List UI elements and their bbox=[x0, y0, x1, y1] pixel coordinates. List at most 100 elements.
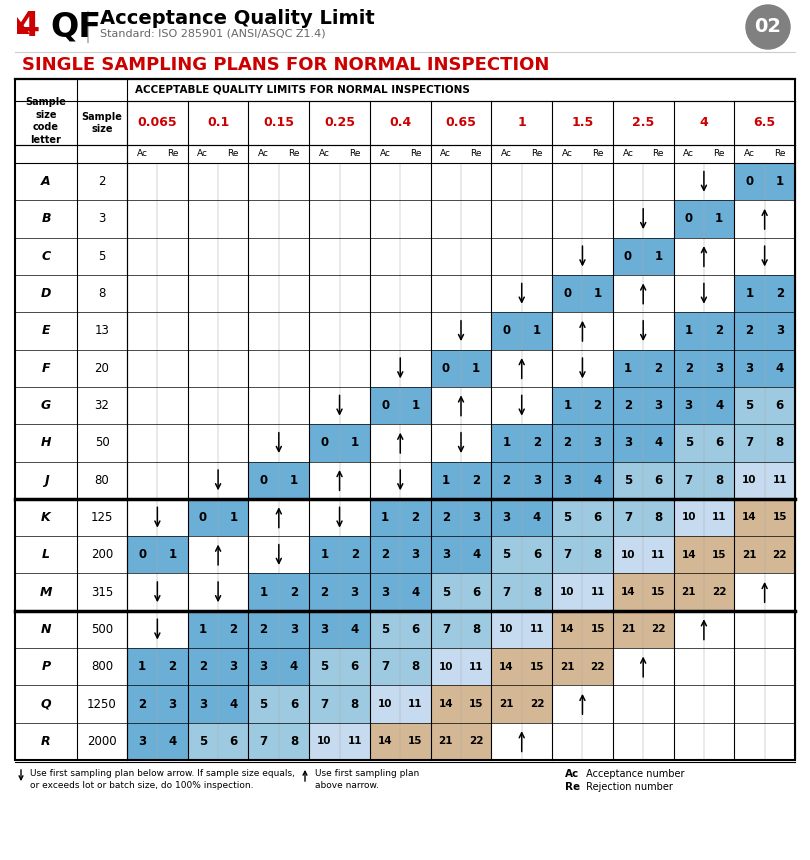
Text: 8: 8 bbox=[776, 436, 784, 449]
Text: 15: 15 bbox=[651, 587, 666, 597]
Text: 1: 1 bbox=[563, 399, 571, 412]
Text: 3: 3 bbox=[502, 511, 510, 524]
Text: 4: 4 bbox=[16, 10, 40, 44]
Text: 8: 8 bbox=[594, 549, 602, 562]
Text: 22: 22 bbox=[469, 736, 484, 746]
Text: or exceeds lot or batch size, do 100% inspection.: or exceeds lot or batch size, do 100% in… bbox=[30, 781, 254, 790]
Bar bbox=[735, 387, 795, 424]
Text: 0: 0 bbox=[684, 212, 693, 225]
Text: 2: 2 bbox=[745, 324, 753, 337]
Bar bbox=[309, 611, 370, 648]
Text: 1: 1 bbox=[290, 474, 298, 487]
Text: 3: 3 bbox=[229, 660, 237, 673]
Text: 2: 2 bbox=[715, 324, 723, 337]
Text: 2: 2 bbox=[229, 623, 237, 636]
Text: 3: 3 bbox=[533, 474, 541, 487]
Text: E: E bbox=[42, 324, 50, 337]
Text: 6: 6 bbox=[533, 549, 541, 562]
Text: 10: 10 bbox=[317, 736, 331, 746]
Text: 2: 2 bbox=[411, 511, 420, 524]
Bar bbox=[552, 536, 613, 574]
Text: 3: 3 bbox=[411, 549, 420, 562]
Bar bbox=[309, 424, 370, 462]
Bar bbox=[552, 462, 613, 499]
Text: 0: 0 bbox=[624, 249, 632, 263]
Bar bbox=[309, 685, 370, 722]
Bar bbox=[735, 275, 795, 312]
Bar bbox=[431, 574, 492, 611]
Text: Re: Re bbox=[531, 150, 543, 158]
Text: 2: 2 bbox=[502, 474, 510, 487]
Bar bbox=[188, 685, 249, 722]
Text: 11: 11 bbox=[773, 476, 787, 485]
Text: 2: 2 bbox=[198, 660, 207, 673]
Text: 21: 21 bbox=[742, 550, 757, 560]
Bar bbox=[613, 387, 674, 424]
Bar bbox=[370, 685, 431, 722]
Bar bbox=[552, 424, 613, 462]
Text: 5: 5 bbox=[98, 249, 105, 263]
Text: F: F bbox=[42, 362, 50, 375]
Text: Use first sampling plan: Use first sampling plan bbox=[315, 769, 420, 778]
Text: 50: 50 bbox=[95, 436, 109, 449]
Text: 6: 6 bbox=[229, 734, 237, 748]
Text: 8: 8 bbox=[351, 697, 359, 710]
Text: 0.25: 0.25 bbox=[324, 116, 355, 130]
Text: Ac: Ac bbox=[744, 150, 755, 158]
Text: Ac: Ac bbox=[137, 150, 147, 158]
Text: 1: 1 bbox=[745, 287, 753, 300]
Text: 20: 20 bbox=[95, 362, 109, 375]
Text: 1: 1 bbox=[351, 436, 359, 449]
Text: 3: 3 bbox=[441, 549, 450, 562]
Text: 5: 5 bbox=[320, 660, 329, 673]
Text: H: H bbox=[40, 436, 51, 449]
Text: 315: 315 bbox=[91, 586, 113, 599]
Text: Ac: Ac bbox=[683, 150, 694, 158]
Text: 1: 1 bbox=[198, 623, 207, 636]
Text: 4: 4 bbox=[776, 362, 784, 375]
Bar bbox=[552, 275, 613, 312]
Text: 3: 3 bbox=[715, 362, 723, 375]
Text: 15: 15 bbox=[469, 699, 484, 709]
Bar bbox=[492, 536, 552, 574]
Bar bbox=[370, 722, 431, 760]
Text: D: D bbox=[40, 287, 51, 300]
Text: 13: 13 bbox=[95, 324, 109, 337]
Text: 3: 3 bbox=[139, 734, 147, 748]
Bar bbox=[674, 574, 735, 611]
Bar bbox=[370, 611, 431, 648]
Bar bbox=[492, 312, 552, 349]
Text: 10: 10 bbox=[377, 699, 392, 709]
Bar bbox=[127, 648, 188, 685]
Text: 2: 2 bbox=[168, 660, 177, 673]
Bar bbox=[735, 462, 795, 499]
Text: 5: 5 bbox=[684, 436, 693, 449]
Bar bbox=[249, 722, 309, 760]
Text: 8: 8 bbox=[533, 586, 541, 599]
Text: 5: 5 bbox=[502, 549, 510, 562]
Text: 22: 22 bbox=[590, 661, 605, 672]
Bar bbox=[613, 611, 674, 648]
Text: 3: 3 bbox=[320, 623, 328, 636]
Text: Re: Re bbox=[410, 150, 421, 158]
Text: 3: 3 bbox=[624, 436, 632, 449]
Text: 0.65: 0.65 bbox=[446, 116, 476, 130]
Bar bbox=[188, 611, 249, 648]
Text: 6: 6 bbox=[351, 660, 359, 673]
Text: 2: 2 bbox=[533, 436, 541, 449]
Text: 7: 7 bbox=[441, 623, 450, 636]
Text: 10: 10 bbox=[438, 661, 453, 672]
Bar bbox=[431, 611, 492, 648]
Bar bbox=[735, 536, 795, 574]
Bar bbox=[127, 722, 188, 760]
Text: 80: 80 bbox=[95, 474, 109, 487]
Text: Sample
size
code
letter: Sample size code letter bbox=[26, 97, 66, 145]
Text: 11: 11 bbox=[408, 699, 423, 709]
Text: 7: 7 bbox=[320, 697, 328, 710]
Bar bbox=[309, 574, 370, 611]
Text: 2: 2 bbox=[472, 474, 480, 487]
Text: 3: 3 bbox=[563, 474, 571, 487]
Text: J: J bbox=[44, 474, 49, 487]
Text: 2: 2 bbox=[563, 436, 571, 449]
Text: 0: 0 bbox=[381, 399, 389, 412]
